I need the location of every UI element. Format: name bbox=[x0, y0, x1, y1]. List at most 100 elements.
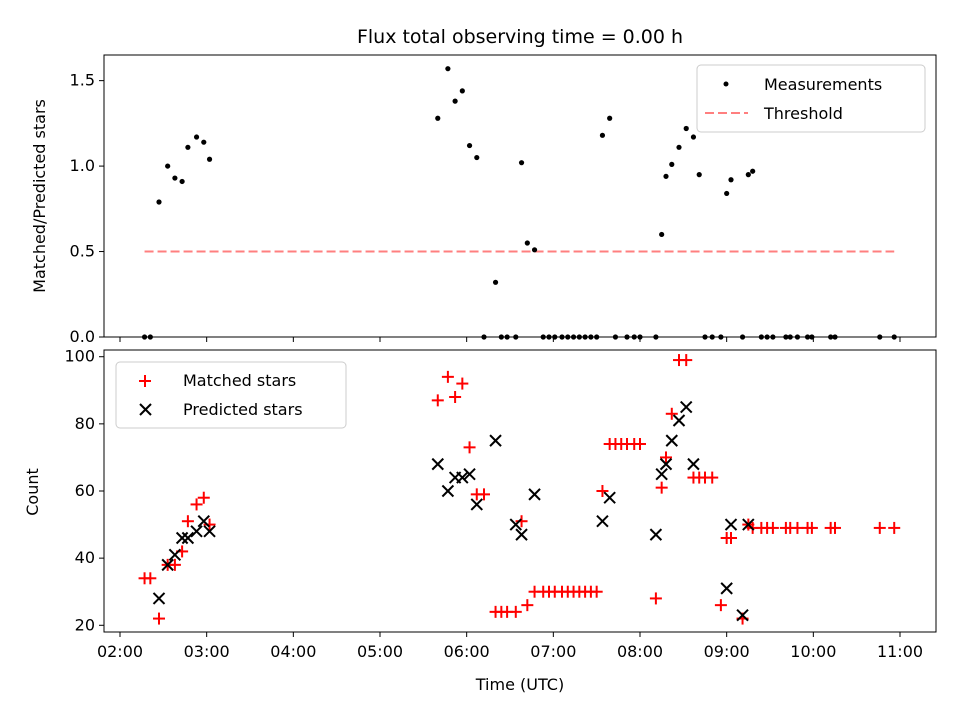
measurement-point bbox=[702, 334, 708, 340]
measurements-series bbox=[141, 66, 897, 340]
measurement-point bbox=[718, 334, 724, 340]
top-y-tick-label: 1.0 bbox=[70, 156, 95, 175]
bottom-x-tick-label: 05:00 bbox=[357, 642, 403, 661]
legend-threshold-label: Threshold bbox=[763, 104, 843, 123]
measurement-point bbox=[631, 334, 637, 340]
measurement-point bbox=[794, 334, 801, 340]
predicted-star-point bbox=[596, 515, 609, 528]
measurement-point bbox=[663, 173, 669, 179]
matched-star-point bbox=[791, 521, 804, 534]
measurement-point bbox=[877, 334, 883, 340]
measurement-point bbox=[481, 334, 487, 340]
predicted-star-point bbox=[672, 414, 686, 427]
predicted-star-point bbox=[528, 488, 541, 501]
top-y-tick-label: 0.0 bbox=[70, 327, 95, 346]
bottom-x-tick-label: 10:00 bbox=[790, 642, 836, 661]
top-legend-box bbox=[696, 64, 926, 133]
matched-star-point bbox=[515, 515, 528, 528]
measurement-point bbox=[764, 334, 770, 340]
measurement-point bbox=[832, 334, 838, 340]
predicted-star-point bbox=[489, 434, 502, 447]
measurement-point bbox=[504, 334, 510, 340]
matched-star-point bbox=[190, 498, 203, 511]
bottom-y-tick-label: 40 bbox=[75, 548, 95, 567]
matched-star-point bbox=[634, 438, 646, 450]
measurement-point bbox=[690, 134, 697, 140]
measurement-point bbox=[739, 334, 746, 340]
matched-star-point bbox=[714, 599, 727, 612]
bottom-x-tick-label: 06:00 bbox=[444, 642, 490, 661]
predicted-stars-series bbox=[152, 400, 755, 622]
bottom-x-tick-label: 03:00 bbox=[184, 642, 230, 661]
measurement-point bbox=[659, 231, 665, 238]
matched-star-point bbox=[478, 488, 490, 501]
matched-star-point bbox=[441, 370, 454, 383]
bottom-plot: 20 40 60 80 100 02:00 03:00 04:00 05:00 06:00 07:… bbox=[23, 347, 937, 694]
matched-star-point bbox=[706, 471, 719, 484]
predicted-star-point bbox=[509, 518, 522, 531]
matched-star-point bbox=[680, 354, 693, 367]
predicted-star-point bbox=[655, 468, 668, 481]
bottom-y-tick-label: 20 bbox=[75, 615, 95, 634]
measurement-point bbox=[607, 115, 613, 121]
measurement-point bbox=[637, 334, 643, 340]
bottom-x-tick-label: 02:00 bbox=[97, 642, 143, 661]
predicted-star-point bbox=[463, 468, 476, 481]
measurement-point bbox=[787, 334, 793, 340]
bottom-x-tick-label: 04:00 bbox=[270, 642, 316, 661]
measurement-point bbox=[588, 334, 594, 340]
predicted-star-point bbox=[203, 525, 216, 538]
legend-measurements-marker bbox=[723, 81, 729, 87]
top-plot: 0.0 0.5 1.0 1.5 Matched/Predicted stars Mea… bbox=[30, 54, 937, 346]
matched-star-point bbox=[168, 558, 181, 571]
top-y-tick-label: 0.5 bbox=[70, 242, 95, 261]
bottom-y-ticks: 20 40 60 80 100 bbox=[64, 347, 104, 634]
measurement-point bbox=[445, 66, 451, 72]
bottom-x-ticks: 02:00 03:00 04:00 05:00 06:00 07:00 08:00 09:00… bbox=[97, 632, 923, 661]
measurement-point bbox=[709, 334, 715, 340]
predicted-star-point bbox=[687, 457, 700, 471]
x-axis-label: Time (UTC) bbox=[475, 675, 564, 694]
measurement-point bbox=[745, 172, 751, 178]
bottom-x-tick-label: 11:00 bbox=[877, 642, 923, 661]
predicted-star-point bbox=[456, 471, 469, 484]
bottom-x-tick-label: 09:00 bbox=[704, 642, 750, 661]
measurement-point bbox=[804, 334, 811, 340]
predicted-star-point bbox=[190, 525, 203, 538]
predicted-star-point bbox=[736, 609, 749, 622]
top-y-axis-label: Matched/Predicted stars bbox=[30, 99, 49, 293]
measurement-point bbox=[669, 161, 675, 167]
measurement-point bbox=[624, 334, 630, 340]
matched-star-point bbox=[665, 407, 678, 420]
measurement-point bbox=[147, 334, 153, 340]
bottom-legend: Matched stars Predicted stars bbox=[115, 361, 347, 429]
measurement-point bbox=[770, 334, 776, 340]
bottom-x-tick-label: 08:00 bbox=[617, 642, 663, 661]
matched-star-point bbox=[197, 491, 210, 504]
matched-star-point bbox=[660, 451, 672, 464]
matched-star-point bbox=[153, 612, 165, 625]
measurement-point bbox=[179, 178, 185, 185]
matched-star-point bbox=[829, 521, 841, 534]
measurement-point bbox=[513, 334, 519, 340]
legend-measurements-label: Measurements bbox=[764, 75, 882, 94]
measurement-point bbox=[809, 334, 815, 340]
legend-matched-label: Matched stars bbox=[183, 371, 296, 390]
matched-star-point bbox=[456, 377, 469, 390]
predicted-star-point bbox=[431, 457, 444, 471]
predicted-star-point bbox=[603, 491, 616, 504]
bottom-y-axis-label: Count bbox=[23, 468, 42, 516]
matched-star-point bbox=[463, 441, 476, 454]
measurement-point bbox=[728, 177, 734, 183]
measurement-point bbox=[206, 156, 213, 162]
predicted-star-point bbox=[197, 515, 210, 528]
predicted-star-point bbox=[659, 457, 673, 471]
measurement-point bbox=[676, 144, 682, 150]
top-legend: Measurements Threshold bbox=[696, 64, 926, 133]
measurement-point bbox=[141, 334, 148, 340]
measurement-point bbox=[518, 160, 525, 166]
measurement-point bbox=[156, 199, 162, 205]
matched-stars-series bbox=[138, 354, 901, 625]
matched-star-point bbox=[449, 391, 462, 403]
measurement-point bbox=[531, 247, 538, 253]
